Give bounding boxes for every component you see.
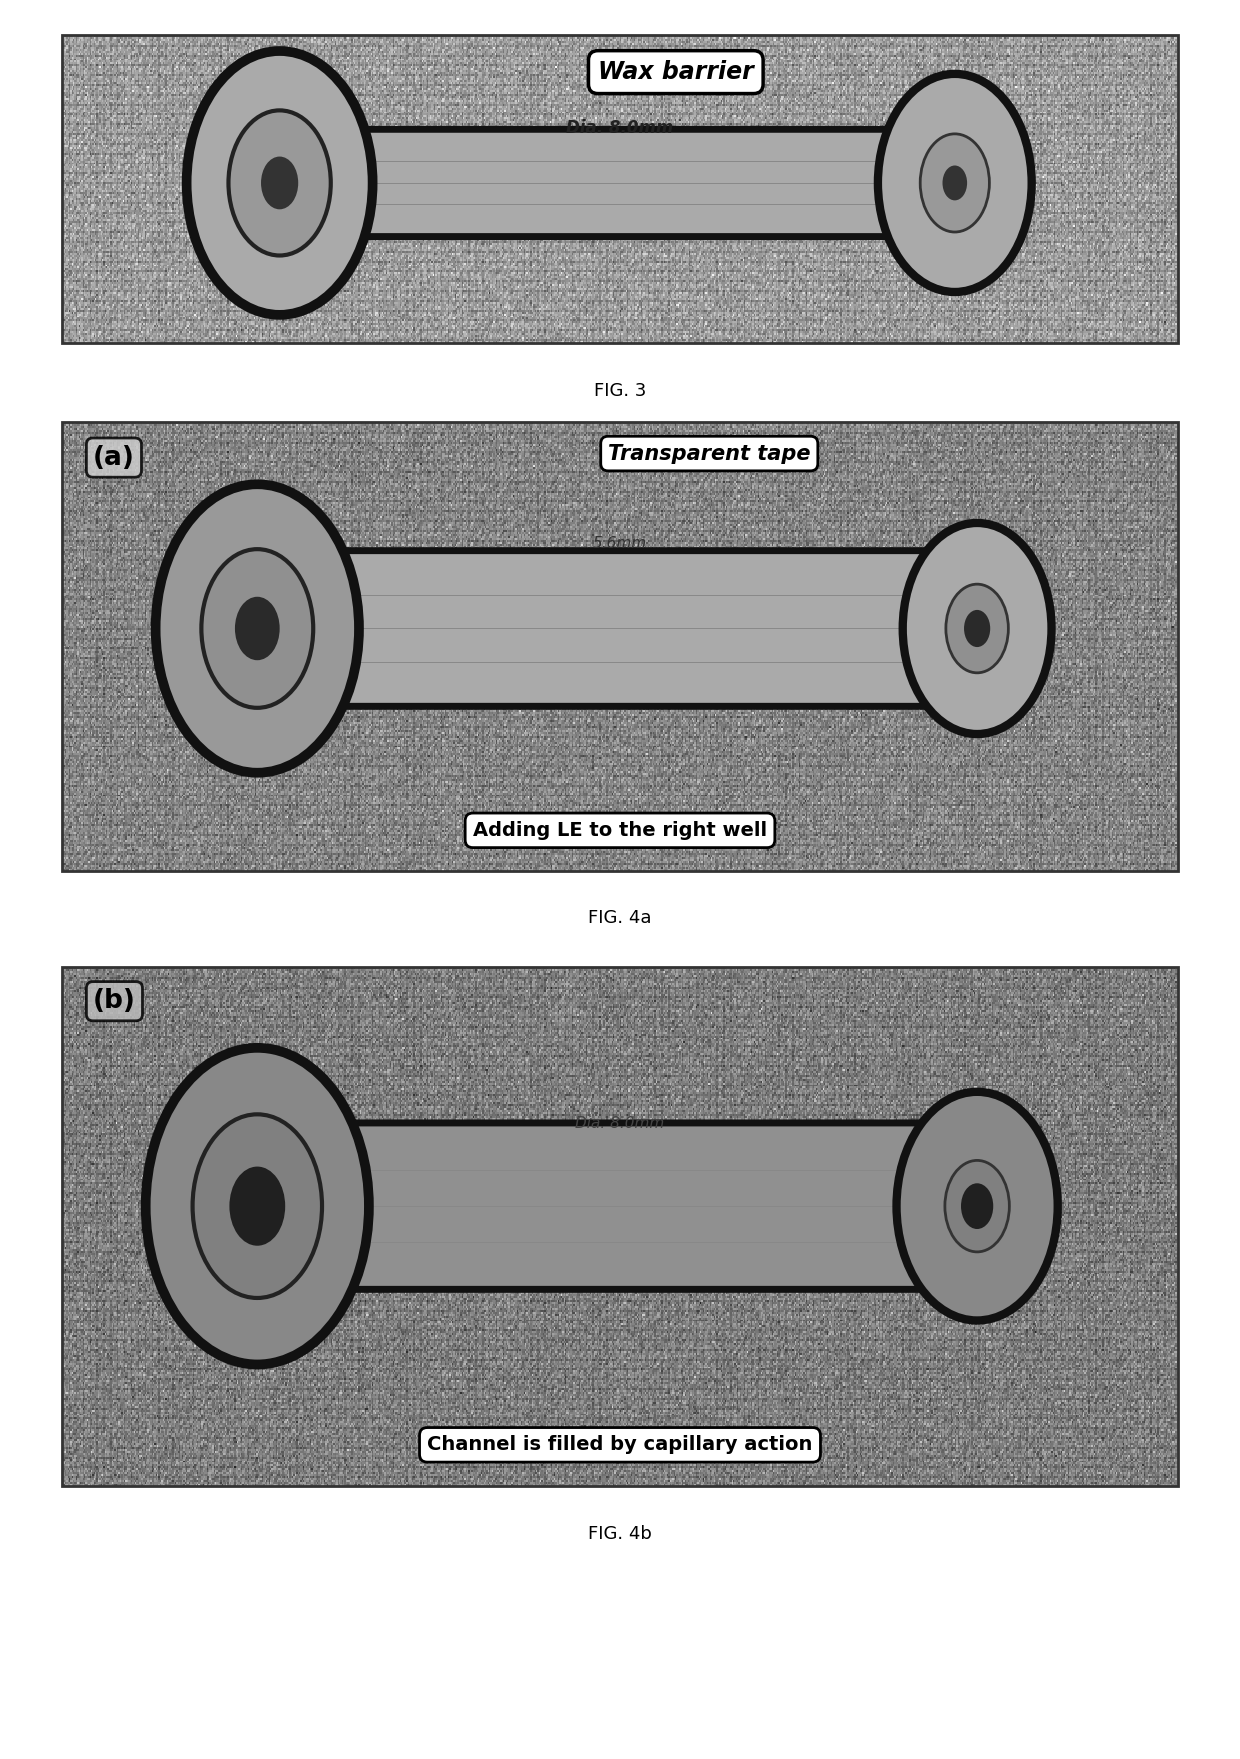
Text: FIG. 4a: FIG. 4a (588, 909, 652, 927)
FancyBboxPatch shape (248, 1122, 987, 1289)
Text: FIG. 4b: FIG. 4b (588, 1525, 652, 1543)
FancyBboxPatch shape (270, 130, 965, 236)
Circle shape (228, 111, 331, 255)
Circle shape (878, 74, 1032, 292)
Text: FIG. 3: FIG. 3 (594, 382, 646, 399)
Text: Wax barrier: Wax barrier (598, 60, 754, 84)
Text: Channel is filled by capillary action: Channel is filled by capillary action (428, 1435, 812, 1455)
Circle shape (920, 134, 990, 232)
Circle shape (946, 584, 1008, 672)
Circle shape (229, 1166, 285, 1245)
Text: Dia. 8.0mm: Dia. 8.0mm (575, 1115, 665, 1131)
Circle shape (201, 549, 314, 707)
Text: (b): (b) (93, 989, 136, 1015)
Circle shape (146, 1048, 370, 1365)
Circle shape (187, 51, 373, 315)
Circle shape (903, 522, 1052, 734)
Circle shape (156, 484, 360, 772)
Text: Transparent tape: Transparent tape (608, 443, 811, 464)
Circle shape (262, 157, 299, 209)
Text: Adding LE to the right well: Adding LE to the right well (472, 821, 768, 839)
Circle shape (945, 1161, 1009, 1252)
Circle shape (234, 596, 280, 660)
Text: Dia. 8.0mm: Dia. 8.0mm (567, 118, 673, 137)
FancyBboxPatch shape (248, 551, 987, 707)
Circle shape (192, 1115, 322, 1298)
Text: (a): (a) (93, 445, 135, 471)
Circle shape (963, 610, 991, 647)
Text: 5.6mm: 5.6mm (593, 536, 647, 551)
Circle shape (961, 1184, 993, 1230)
Circle shape (897, 1092, 1058, 1321)
Circle shape (942, 165, 967, 201)
